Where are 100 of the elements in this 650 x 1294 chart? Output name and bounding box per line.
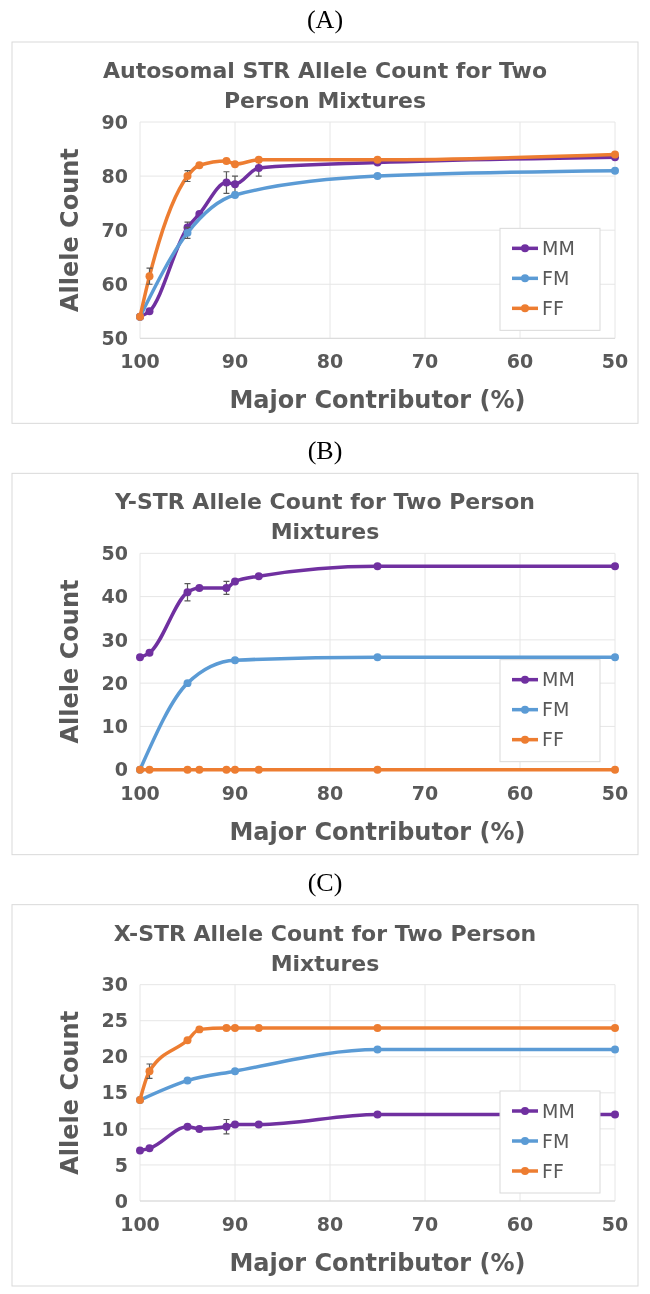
point	[183, 1122, 192, 1131]
legend-label: MM	[542, 668, 575, 691]
point	[222, 156, 231, 165]
point	[183, 679, 192, 688]
point	[373, 1045, 382, 1054]
x-tick-label: 100	[120, 1213, 160, 1235]
x-tick-label: 50	[601, 350, 629, 373]
point	[254, 572, 263, 581]
point	[195, 765, 204, 774]
x-axis-title: Major Contributor (%)	[229, 386, 526, 415]
x-tick-label: 100	[120, 350, 160, 373]
point	[231, 577, 239, 586]
y-tick-label: 70	[101, 218, 128, 241]
point	[195, 1025, 204, 1034]
point	[195, 583, 204, 592]
point	[195, 161, 204, 170]
x-tick-label: 80	[316, 1213, 344, 1235]
point	[231, 180, 239, 189]
x-tick-label: 60	[506, 781, 534, 804]
point	[611, 166, 619, 175]
legend-label: FM	[542, 1129, 570, 1152]
point	[373, 653, 382, 662]
y-tick-label: 5	[114, 1153, 128, 1176]
text: (C)	[307, 867, 343, 897]
point	[231, 1023, 239, 1032]
y-tick-label: 10	[101, 1117, 128, 1140]
y-tick-label: 0	[114, 1189, 128, 1212]
x-tick-label: 70	[411, 781, 439, 804]
point	[231, 1067, 239, 1076]
y-tick-label: 90	[101, 110, 128, 133]
legend-label: FF	[542, 728, 564, 751]
point	[222, 1122, 231, 1131]
y-axis-title: Allele Count	[56, 148, 84, 313]
point	[145, 307, 154, 316]
x-axis-title: Major Contributor (%)	[229, 1249, 526, 1277]
x-tick-label: 50	[601, 1213, 629, 1235]
x-axis-title: Major Contributor (%)	[229, 817, 526, 846]
point	[373, 1110, 382, 1119]
point	[611, 653, 619, 662]
y-tick-label: 40	[101, 585, 128, 608]
point	[222, 1023, 231, 1032]
point	[373, 1023, 382, 1032]
y-tick-label: 60	[101, 272, 128, 295]
y-tick-label: 50	[101, 326, 128, 349]
point	[611, 562, 619, 571]
y-tick-label: 20	[101, 1045, 128, 1068]
point	[145, 1067, 154, 1076]
y-tick-label: 25	[101, 1009, 128, 1032]
legend-label: MM	[542, 236, 575, 259]
point	[611, 1110, 619, 1119]
point	[231, 191, 239, 199]
point	[222, 583, 231, 592]
legend-label: MM	[542, 1099, 575, 1122]
legend-label: FM	[542, 266, 570, 289]
point	[231, 160, 239, 169]
point	[183, 1036, 192, 1045]
point	[611, 1023, 619, 1032]
chart-title: X-STR Allele Count for Two Person Mixtures	[113, 920, 537, 976]
point	[195, 1124, 204, 1133]
point	[611, 765, 619, 774]
y-tick-label: 0	[114, 758, 128, 781]
chart-title: Autosomal STR Allele Count for Two Person Mixtures	[102, 58, 548, 113]
point	[373, 172, 382, 181]
point	[145, 648, 154, 657]
legend-label: FF	[542, 296, 564, 319]
point	[145, 1144, 154, 1153]
x-tick-label: 70	[411, 1213, 439, 1235]
x-tick-label: 80	[316, 350, 344, 373]
point	[183, 765, 192, 774]
y-tick-label: 15	[101, 1081, 128, 1104]
x-tick-label: 100	[120, 781, 160, 804]
point	[222, 178, 231, 187]
x-tick-label: 90	[221, 1213, 249, 1235]
x-tick-label: 70	[411, 350, 439, 373]
point	[254, 1120, 263, 1129]
x-tick-label: 80	[316, 781, 344, 804]
point	[136, 653, 144, 662]
y-tick-label: 80	[101, 164, 128, 187]
point	[231, 656, 239, 665]
x-tick-label: 90	[221, 350, 249, 373]
y-tick-label: 30	[101, 628, 128, 651]
point	[222, 765, 231, 774]
point	[231, 765, 239, 774]
point	[254, 155, 263, 164]
point	[254, 1023, 263, 1032]
legend-label: FM	[542, 698, 570, 721]
point	[183, 1076, 192, 1085]
point	[254, 163, 263, 172]
point	[373, 765, 382, 774]
y-axis-title: Allele Count	[56, 1010, 84, 1175]
x-tick-label: 90	[221, 781, 249, 804]
x-tick-label: 60	[506, 1213, 534, 1235]
point	[231, 1120, 239, 1129]
point	[136, 1146, 144, 1155]
y-tick-label: 30	[101, 973, 128, 996]
point	[254, 765, 263, 774]
legend-label: FF	[542, 1159, 564, 1182]
point	[373, 562, 382, 571]
x-tick-label: 60	[506, 350, 534, 373]
point	[183, 588, 192, 597]
